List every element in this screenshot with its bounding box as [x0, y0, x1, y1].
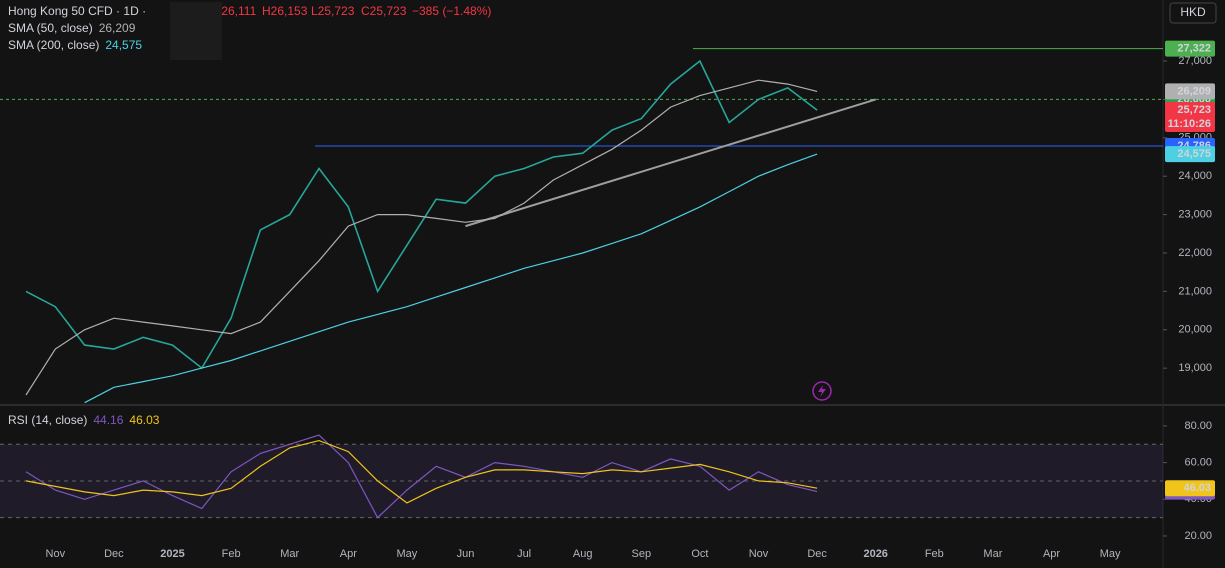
x-tick-label: Jul — [517, 548, 531, 560]
price-tag-label: 27,322 — [1177, 43, 1211, 55]
y-tick-label: 23,000 — [1178, 208, 1212, 220]
y-tick-label: 19,000 — [1178, 362, 1212, 374]
ohlc-high: H26,153 — [262, 4, 308, 18]
change: −385 (−1.48%) — [412, 4, 491, 18]
x-tick-label: Nov — [749, 548, 769, 560]
y-tick-label: 22,000 — [1178, 247, 1212, 259]
rsi-legend: RSI (14, close) 44.16 46.03 — [8, 413, 160, 427]
event-icon-bolt — [818, 385, 826, 397]
x-tick-label: Dec — [104, 548, 124, 560]
ohlc-close: C25,723 — [361, 4, 407, 18]
x-tick-label: Aug — [573, 548, 593, 560]
event-icon[interactable] — [812, 381, 832, 401]
series-line — [25, 434, 818, 519]
series-line — [25, 59, 818, 370]
x-tick-label: Apr — [340, 548, 357, 560]
x-tick-label: 2025 — [160, 548, 184, 560]
y-tick-label: 60.00 — [1184, 457, 1212, 469]
y-tick-label: 20,000 — [1178, 324, 1212, 336]
x-tick-label: Nov — [46, 548, 66, 560]
header: Hong Kong 50 CFD · 1D · O26,111 H26,153 … — [8, 4, 491, 18]
x-tick-label: Jun — [457, 548, 475, 560]
y-tick-label: 27,000 — [1178, 55, 1212, 67]
x-tick-label: Dec — [807, 548, 827, 560]
x-tick-label: Mar — [280, 548, 299, 560]
obscured-block — [170, 2, 222, 60]
legend-value: 24,575 — [105, 38, 142, 52]
price-tag-label: 46.03 — [1183, 482, 1211, 494]
price-tag — [1165, 40, 1215, 57]
price-tag-label: 25,723 — [1177, 104, 1211, 116]
x-tick-label: Apr — [1043, 548, 1060, 560]
legend-value: 46.03 — [129, 413, 159, 427]
legend-entry: SMA (50, close) 26,209 — [8, 21, 136, 35]
x-tick-label: Sep — [632, 548, 652, 560]
price-tag — [1165, 480, 1215, 497]
legend-name: SMA (200, close) — [8, 38, 99, 52]
legend-name: SMA (50, close) — [8, 21, 93, 35]
price-tag — [1165, 102, 1215, 133]
price-tag-label: 26,209 — [1177, 85, 1211, 97]
y-tick-label: 21,000 — [1178, 285, 1212, 297]
x-tick-label: 2026 — [863, 548, 887, 560]
countdown: 11:10:26 — [1168, 118, 1211, 130]
ohlc-open: O26,111 — [212, 4, 257, 18]
x-tick-label: Oct — [691, 548, 708, 560]
x-tick-label: May — [397, 548, 418, 560]
trendline — [465, 98, 876, 228]
price-tag-label: 24,575 — [1177, 148, 1211, 160]
price-tag — [1165, 83, 1215, 100]
ohlc-low: L25,723 — [311, 4, 355, 18]
series-line — [25, 79, 818, 396]
rsi-band — [0, 444, 1163, 518]
currency-box[interactable] — [1169, 2, 1217, 24]
x-tick-label: Feb — [222, 548, 241, 560]
currency: HKD — [1180, 5, 1206, 19]
x-tick-label: Feb — [925, 548, 944, 560]
y-tick-label: 24,000 — [1178, 170, 1212, 182]
legend-value: 44.16 — [93, 413, 123, 427]
series-line — [25, 439, 818, 504]
x-tick-label: May — [1100, 548, 1121, 560]
legend-entry: SMA (200, close) 24,575 — [8, 38, 142, 52]
price-tag — [1165, 146, 1215, 163]
y-tick-label: 80.00 — [1184, 420, 1212, 432]
y-tick-label: 20.00 — [1184, 530, 1212, 542]
series-line — [84, 153, 818, 404]
legend-value: 26,209 — [99, 21, 136, 35]
x-tick-label: Mar — [983, 548, 1002, 560]
rsi-title: RSI (14, close) — [8, 413, 87, 427]
symbol-title: Hong Kong 50 CFD · 1D · — [8, 4, 146, 18]
